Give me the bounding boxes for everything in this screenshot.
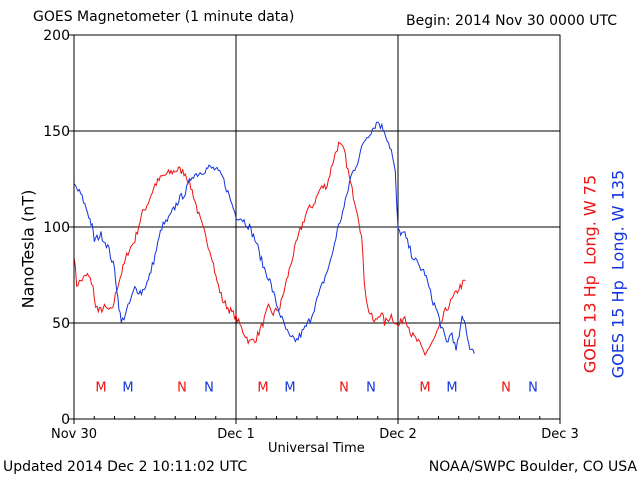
legend-goes13-name: GOES 13 Hp	[580, 275, 600, 374]
noon-marker: N	[366, 380, 376, 395]
legend-goes15-name: GOES 15 Hp	[608, 280, 628, 379]
updated-timestamp: Updated 2014 Dec 2 10:11:02 UTC	[3, 459, 248, 475]
y-tick-label: 50	[52, 316, 70, 332]
series-line-goes13	[73, 141, 466, 357]
grid-lines	[74, 35, 560, 419]
legend-goes15: GOES 15 Hp Long. W 135	[609, 170, 628, 379]
noon-marker: N	[339, 380, 349, 395]
midnight-marker: M	[284, 380, 295, 395]
legend-goes13: GOES 13 Hp Long. W 75	[581, 175, 600, 373]
plot-frame	[73, 34, 561, 420]
series-lines	[73, 121, 475, 357]
midnight-marker: M	[257, 380, 268, 395]
x-axis-ticks: Nov 30 Dec 1 Dec 2 Dec 3	[51, 416, 579, 442]
y-tick-label: 150	[43, 124, 70, 140]
x-tick-label: Dec 1	[217, 427, 255, 442]
noon-marker: N	[177, 380, 187, 395]
noon-marker: N	[528, 380, 538, 395]
credit-text: NOAA/SWPC Boulder, CO USA	[428, 459, 637, 475]
y-tick-label: 0	[61, 412, 70, 428]
series-line-goes15	[73, 121, 475, 354]
midnight-marker: M	[446, 380, 457, 395]
midnight-marker: M	[419, 380, 430, 395]
midnight-marker: M	[95, 380, 106, 395]
begin-time: Begin: 2014 Nov 30 0000 UTC	[406, 13, 617, 29]
y-axis-ticks: 0 50 100 150 200	[43, 28, 74, 428]
legend-goes15-long: Long. W 135	[608, 169, 628, 271]
midnight-marker: M	[122, 380, 133, 395]
x-axis-label: Universal Time	[268, 441, 365, 456]
x-tick-label: Nov 30	[51, 427, 97, 442]
noon-marker: N	[501, 380, 511, 395]
legend-goes13-long: Long. W 75	[580, 174, 600, 265]
x-tick-label: Dec 2	[379, 427, 417, 442]
x-tick-label: Dec 3	[541, 427, 579, 442]
noon-marker: N	[204, 380, 214, 395]
y-axis-label: NanoTesla (nT)	[18, 189, 38, 309]
y-tick-label: 100	[43, 220, 70, 236]
chart-title: GOES Magnetometer (1 minute data)	[33, 9, 295, 25]
y-tick-label: 200	[43, 28, 70, 44]
